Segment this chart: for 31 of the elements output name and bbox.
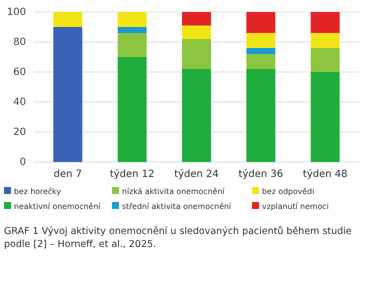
y-tick-label: 80 — [13, 37, 26, 48]
bar — [118, 57, 147, 162]
text: GRAF 1 Vývoj aktivity onemocnění u sledovaných pacientů během studie podle [2] – Horneff, et al., 2025. — [4, 225, 352, 250]
bar — [118, 27, 147, 33]
x-tick-label: týden 12 — [110, 169, 154, 180]
bar — [310, 33, 340, 48]
bar — [310, 72, 340, 162]
y-tick-label: 100 — [6, 7, 26, 18]
x-tick-label: týden 24 — [174, 169, 219, 180]
bar — [310, 48, 340, 72]
bar — [182, 39, 211, 69]
bar — [118, 33, 147, 57]
bar — [182, 26, 211, 39]
x-tick-label: týden 36 — [238, 169, 284, 180]
bar — [182, 69, 211, 162]
y-tick-label: 60 — [13, 67, 26, 78]
y-tick-label: 0 — [20, 157, 26, 168]
bar — [246, 69, 276, 162]
y-tick-label: 20 — [13, 127, 26, 138]
bar — [310, 12, 340, 33]
bar — [118, 12, 147, 27]
bar — [246, 48, 276, 54]
y-tick-label: 40 — [13, 97, 26, 108]
x-tick-label: týden 48 — [302, 169, 348, 180]
bar — [53, 12, 82, 27]
x-tick-label: den 7 — [54, 169, 82, 180]
bar — [246, 54, 276, 69]
bar — [246, 33, 276, 48]
bar — [246, 12, 276, 33]
bar — [53, 27, 82, 162]
bar — [182, 12, 211, 26]
